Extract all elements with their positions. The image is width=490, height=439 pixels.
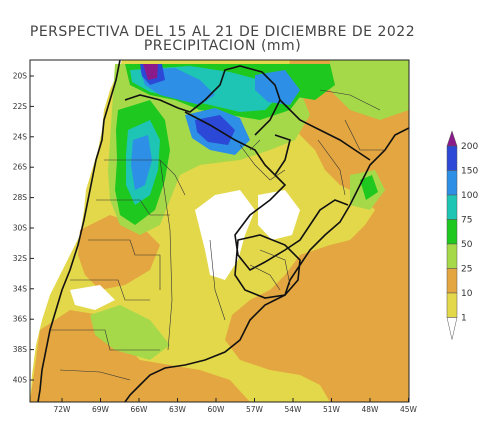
lon-tick-label: 48W [362, 405, 380, 414]
lat-tick-label: 28S [13, 193, 28, 202]
legend-swatch [446, 219, 458, 245]
field-purple-north [143, 64, 158, 80]
lat-tick-label: 38S [13, 345, 28, 354]
legend-label: 1 [461, 314, 467, 324]
field-dry-west [30, 60, 122, 402]
lat-tick-label: 22S [13, 102, 28, 111]
field-dry-sw [70, 285, 115, 310]
lon-tick-label: 63W [169, 405, 187, 414]
field-dry-center [195, 190, 255, 280]
lat-tick-label: 26S [13, 163, 28, 172]
field-orange-east [225, 60, 409, 402]
lon-tick-label: 57W [246, 405, 264, 414]
legend-swatch [446, 268, 458, 294]
lat-tick-label: 32S [13, 254, 28, 263]
border-bolivia [124, 65, 281, 136]
legend-label: 100 [461, 191, 478, 201]
lat-tick-label: 30S [13, 224, 28, 233]
legend-swatch [446, 243, 458, 269]
lat-tick-label: 34S [13, 284, 28, 293]
legend-label: 10 [461, 289, 473, 299]
lon-tick-label: 69W [92, 405, 110, 414]
border-uruguay [234, 234, 301, 299]
field-blue-andes [131, 135, 152, 190]
field-dry-east [258, 190, 300, 240]
field-lightgreen-east [330, 60, 409, 120]
legend: 200 150 100 75 50 25 10 1 [446, 130, 478, 340]
lon-tick-label: 51W [323, 405, 341, 414]
legend-swatch [446, 130, 458, 147]
lat-tick-label: 20S [13, 72, 28, 81]
legend-label: 25 [461, 265, 472, 275]
lon-tick-label: 45W [400, 405, 418, 414]
lat-tick-label: 24S [13, 132, 28, 141]
lat-ticks: 20S 22S 24S 26S 28S 30S 32S 34S 36S 38S 40S [13, 72, 34, 385]
lon-tick-label: 54W [285, 405, 303, 414]
legend-label: 200 [461, 142, 478, 152]
lat-tick-label: 40S [13, 376, 28, 385]
map-frame [29, 59, 410, 403]
map-subtitle: PRECIPITACION (mm) [143, 38, 302, 54]
lon-tick-label: 60W [208, 405, 226, 414]
field-green-ne [360, 175, 378, 200]
legend-label: 50 [461, 240, 473, 250]
legend-swatch [446, 145, 458, 171]
field-blue-east [255, 70, 300, 105]
field-orange-south [30, 310, 250, 402]
border-brazil-north [279, 99, 371, 161]
field-lightgreen-sw [90, 305, 170, 360]
legend-swatch [446, 170, 458, 196]
legend-swatch [446, 194, 458, 220]
country-borders [37, 60, 409, 402]
legend-label: 75 [461, 216, 472, 226]
province-lines [50, 89, 385, 381]
border-brazil-argentina [234, 174, 349, 272]
coast-east [124, 127, 409, 402]
lon-tick-label: 72W [54, 405, 72, 414]
lat-tick-label: 36S [13, 315, 28, 324]
legend-label: 150 [461, 167, 478, 177]
legend-swatch-dry [446, 317, 458, 340]
lon-ticks: 72W 69W 66W 63W 60W 57W 54W 51W 48W 45W [54, 398, 418, 414]
map-title: PERSPECTIVA DEL 15 AL 21 DE DICIEMBRE DE… [29, 24, 416, 40]
border-chile-argentina [37, 60, 121, 402]
border-paraguay [184, 111, 291, 177]
lon-tick-label: 66W [131, 405, 149, 414]
precipitation-field [30, 60, 409, 402]
legend-swatch [446, 292, 458, 318]
